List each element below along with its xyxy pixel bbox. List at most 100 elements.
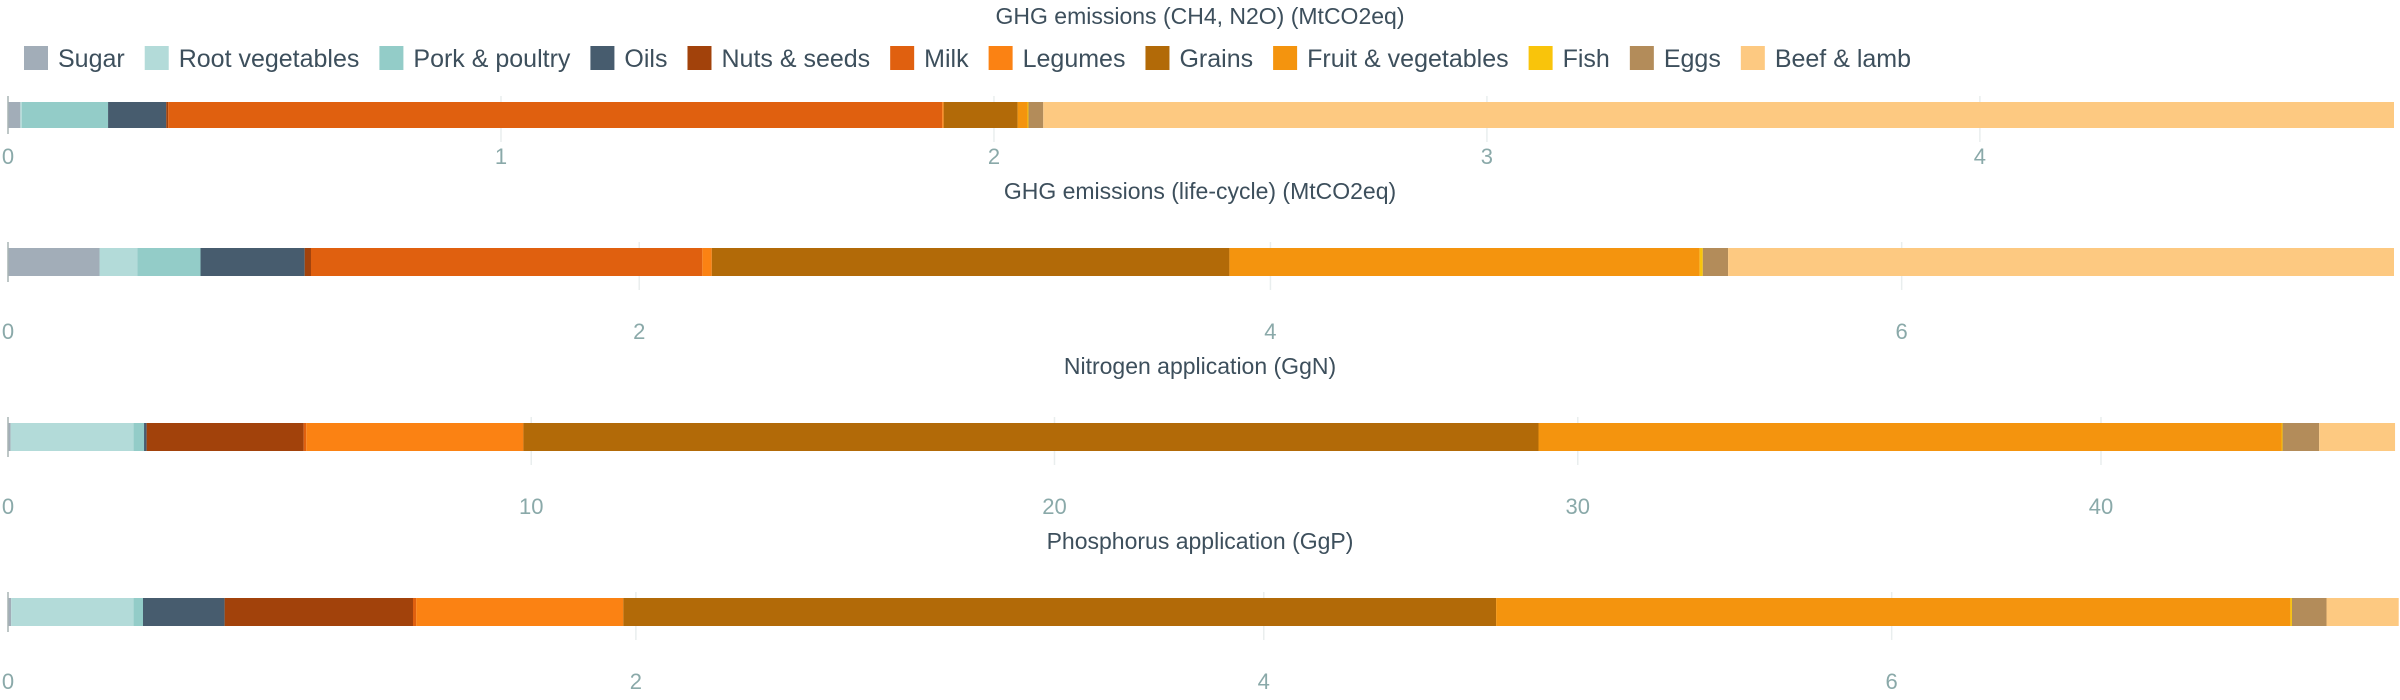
chart-panel-4: Phosphorus application (GgP) 0 2 4 6 xyxy=(2,528,2399,694)
bar-segment-eggs xyxy=(2291,598,2327,626)
bar-segment-fish xyxy=(1699,248,1703,276)
legend-label: Fruit & vegetables xyxy=(1307,45,1509,73)
bar-segment-fish xyxy=(1027,102,1029,128)
tick-label: 0 xyxy=(2,144,14,169)
legend-item-milk: Milk xyxy=(890,45,969,73)
tick-label: 4 xyxy=(1264,319,1276,344)
bar-segment-pork-and-poultry xyxy=(133,423,145,451)
bar-segment-oils xyxy=(144,423,147,451)
chart-panels: GHG emissions (CH4, N2O) (MtCO2eq)0 1 2 3 4G… xyxy=(2,3,2399,694)
legend-swatch xyxy=(24,46,48,70)
bar-segment-grains xyxy=(943,102,1018,128)
legend-swatch xyxy=(144,46,169,70)
legend-swatch xyxy=(379,46,404,70)
bar-segment-legumes xyxy=(702,248,712,276)
tick-label: 4 xyxy=(1974,144,1986,169)
tick-label: 20 xyxy=(1042,494,1066,519)
tick-label: 6 xyxy=(1886,669,1898,694)
bar-segment-sugar xyxy=(8,598,12,626)
chart-panel-3: Nitrogen application (GgN) 0 10 20 30 40 xyxy=(2,353,2396,519)
legend-label: Sugar xyxy=(58,45,125,73)
bar-segment-legumes xyxy=(416,598,624,626)
tick-label: 2 xyxy=(988,144,1000,169)
legend-label: Eggs xyxy=(1664,45,1721,73)
legend-label: Pork & poultry xyxy=(413,45,571,73)
bar-segment-oils xyxy=(108,102,167,128)
legend-label: Legumes xyxy=(1023,45,1126,73)
legend-label: Grains xyxy=(1179,45,1253,73)
legend-swatch xyxy=(590,46,615,70)
tick-label: 40 xyxy=(2089,494,2113,519)
bar-segment-legumes xyxy=(306,423,524,451)
bar-segment-milk xyxy=(310,248,703,276)
chart-title: GHG emissions (life-cycle) (MtCO2eq) xyxy=(1004,178,1396,204)
legend-item-beef-and-lamb: Beef & lamb xyxy=(1740,45,1911,73)
tick-label: 0 xyxy=(2,669,14,694)
tick-label: 3 xyxy=(1481,144,1493,169)
bar-segment-pork-and-poultry xyxy=(137,248,201,276)
legend-item-nuts-and-seeds: Nuts & seeds xyxy=(687,45,870,73)
bar-segment-sugar xyxy=(8,423,11,451)
bar-segment-fish xyxy=(2281,423,2283,451)
legend-label: Milk xyxy=(924,45,969,73)
bar-segment-grains xyxy=(711,248,1230,276)
bar-segment-nuts-and-seeds xyxy=(166,102,169,128)
bar-segment-fruit-and-vegetables xyxy=(1538,423,2282,451)
bar-segment-milk xyxy=(168,102,943,128)
legend-swatch xyxy=(1145,46,1170,70)
legend-item-grains: Grains xyxy=(1145,45,1253,73)
legend-swatch xyxy=(1528,46,1553,70)
legend-label: Fish xyxy=(1563,45,1610,73)
tick-label: 2 xyxy=(633,319,645,344)
bar-segment-eggs xyxy=(1702,248,1729,276)
bar-segment-milk xyxy=(303,423,307,451)
tick-label: 1 xyxy=(495,144,507,169)
legend-item-fruit-and-vegetables: Fruit & vegetables xyxy=(1273,45,1509,73)
bar-segment-grains xyxy=(623,598,1497,626)
chart-title: Nitrogen application (GgN) xyxy=(1064,353,1336,379)
bar-segment-milk xyxy=(412,598,417,626)
bar-segment-beef-and-lamb xyxy=(1728,248,2394,276)
tick-label: 0 xyxy=(2,319,14,344)
legend-item-sugar: Sugar xyxy=(24,45,125,73)
tick-label: 0 xyxy=(2,494,14,519)
legend-item-root-vegetables: Root vegetables xyxy=(144,45,359,73)
chart-panel-2: GHG emissions (life-cycle) (MtCO2eq) 0 2 4 6 xyxy=(2,178,2394,344)
bar-segment-pork-and-poultry xyxy=(21,102,109,128)
chart-title: Phosphorus application (GgP) xyxy=(1047,528,1354,554)
bar-segment-root-vegetables xyxy=(20,102,22,128)
bar-segment-eggs xyxy=(1028,102,1044,128)
legend-swatch xyxy=(687,46,712,70)
chart-panel-1: GHG emissions (CH4, N2O) (MtCO2eq) 0 1 2 3 4 xyxy=(2,3,2394,169)
legend-label: Oils xyxy=(624,45,667,73)
legend-item-fish: Fish xyxy=(1528,45,1610,73)
bar-segment-sugar xyxy=(8,102,21,128)
legend-item-eggs: Eggs xyxy=(1629,45,1721,73)
bar-segment-nuts-and-seeds xyxy=(146,423,304,451)
legend-swatch xyxy=(988,46,1013,70)
bar-segment-oils xyxy=(200,248,305,276)
tick-label: 4 xyxy=(1258,669,1270,694)
legend-item-legumes: Legumes xyxy=(988,45,1126,73)
tick-label: 6 xyxy=(1896,319,1908,344)
bar-segment-grains xyxy=(523,423,1539,451)
legend-swatch xyxy=(1629,46,1654,70)
bar-segment-fruit-and-vegetables xyxy=(1229,248,1700,276)
bar-segment-oils xyxy=(142,598,225,626)
bar-segment-pork-and-poultry xyxy=(133,598,143,626)
bar-segment-root-vegetables xyxy=(99,248,138,276)
bar-segment-root-vegetables xyxy=(10,423,134,451)
legend-swatch xyxy=(890,46,915,70)
bar-segment-fruit-and-vegetables xyxy=(1496,598,2291,626)
legend: Sugar Root vegetables Pork & poultry Oils Nu… xyxy=(24,45,1911,73)
tick-label: 10 xyxy=(519,494,543,519)
tick-label: 30 xyxy=(1565,494,1589,519)
legend-swatch xyxy=(1740,46,1765,70)
bar-segment-beef-and-lamb xyxy=(2326,598,2399,626)
bar-segment-eggs xyxy=(2282,423,2320,451)
bar-segment-fish xyxy=(2290,598,2292,626)
legend-swatch xyxy=(1273,46,1298,70)
chart-title: GHG emissions (CH4, N2O) (MtCO2eq) xyxy=(996,3,1405,29)
bar-segment-sugar xyxy=(8,248,100,276)
